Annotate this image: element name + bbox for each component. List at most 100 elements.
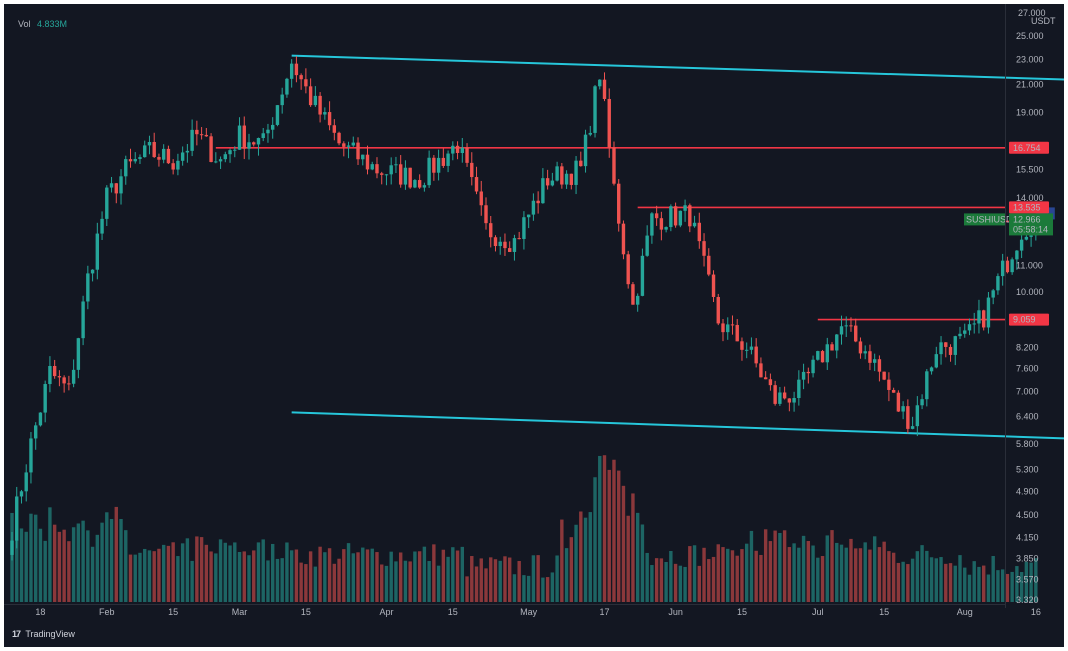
volume-bar [688,546,692,602]
candle-body [204,134,209,137]
price-axis[interactable] [1005,4,1064,608]
candle-body [683,205,687,211]
price-tick-label: 5.300 [1016,464,1039,474]
candle-body [105,187,109,219]
price-tick-label: 3.320 [1016,595,1039,605]
volume-bar [242,551,246,602]
price-tick-label: 4.900 [1016,486,1039,496]
tradingview-logo-icon: 17 [12,629,21,639]
volume-bar [455,550,460,602]
candle-body [726,324,730,333]
volume-bar [365,549,370,602]
symbol-name-tag [964,213,1005,226]
candle-body [792,398,796,403]
candle-body [664,227,668,230]
candle-body [460,147,464,153]
candle-body [963,330,967,334]
candle-body [332,125,337,133]
volume-bar [237,551,242,602]
volume-bar [119,519,123,602]
candle-body [280,94,284,106]
candle-body [275,105,280,125]
candle-body [81,301,85,339]
candle-body [143,145,147,158]
candle-body [1005,260,1010,273]
volume-bar [835,542,839,602]
candle-body [422,185,427,188]
volume-bar [109,518,114,602]
volume-bar [465,576,469,602]
candle-body [171,163,175,170]
candle-body [176,160,180,170]
symbol-name: SUSHIUSDT [966,214,1019,224]
candle-body [323,112,327,115]
time-axis[interactable] [4,604,1005,625]
volume-bar [62,529,66,602]
volume-bar [730,550,735,602]
volume-bar [579,511,583,602]
volume-bar [503,556,507,602]
candle-body [574,160,578,185]
volume-bar [920,545,924,602]
volume-bar [773,530,777,602]
volume-bar [621,485,626,602]
candle-body [621,223,626,255]
candle-body [560,166,564,185]
volume-bar [380,564,384,602]
candle-body [759,363,763,378]
candle-body [517,238,521,240]
level-price-tag [1009,201,1049,214]
candle-body [721,323,725,333]
volume-bar [1029,562,1033,602]
candle-body [398,164,403,185]
volume-bar [991,555,995,602]
volume-bar [531,555,536,602]
price-tick-label: 6.400 [1016,412,1039,422]
candle-body [313,95,318,106]
candle-body [152,141,156,158]
candle-body [498,241,502,247]
volume-bar [522,575,526,602]
price-axis-top-label: 27.000 [1018,8,1046,18]
volume-bar [778,532,782,602]
volume-bar [147,550,152,602]
candle-body [408,167,412,188]
volume-bar [479,558,483,602]
volume-bar [1005,573,1010,602]
candle-body [86,273,90,302]
volume-bar [256,542,261,602]
volume-bar [275,558,280,602]
candle-body [67,383,71,385]
candle-body [1029,235,1033,237]
volume-bar [152,551,156,602]
candle-body [801,371,806,380]
candle-body [157,157,161,160]
volume-bar [906,564,910,602]
volume-bar [493,559,498,602]
candle-body [982,310,986,328]
tradingview-logo[interactable]: 17 TradingView [12,629,75,639]
candle-body [934,354,938,368]
volume-bar [754,550,758,602]
candle-body [545,178,550,186]
candle-body [384,174,389,176]
candle-body [948,346,953,355]
volume-bar [195,536,199,602]
candle-body [57,376,62,378]
candle-body [342,143,346,147]
candle-body [650,213,654,236]
candle-body [541,178,545,204]
volume-indicator-label[interactable]: Vol 4.833M [18,19,67,29]
volume-bar [811,545,815,602]
volume-bar [289,550,294,602]
volume-bar [1015,566,1019,602]
candle-body [161,148,166,160]
volume-bar [1034,558,1038,602]
candle-body [289,63,294,79]
volume-bar [133,554,137,602]
volume-bar [683,566,687,602]
candle-body [920,399,924,406]
candle-body [797,379,801,399]
candle-body [564,173,569,185]
